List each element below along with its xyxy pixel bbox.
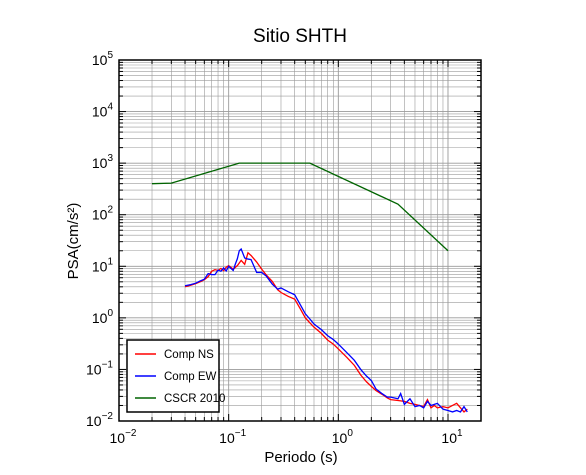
- legend-label-3: CSCR 2010: [164, 393, 225, 405]
- series-layer: [151, 162, 468, 413]
- grid-layer: [118, 60, 482, 422]
- x-tick-label: 10−2: [110, 428, 137, 446]
- x-tick-label: 10−1: [219, 428, 246, 446]
- y-tick-label: 102: [92, 205, 114, 223]
- series-line-2: [184, 247, 468, 413]
- tick-layer: 10−2 10−1 100 101 10−2 10−1 100 101 102 103 104 105: [86, 50, 482, 446]
- legend-label-2: Comp EW: [164, 371, 217, 383]
- y-tick-label: 105: [92, 50, 114, 68]
- chart-title: Sitio SHTH: [253, 26, 347, 47]
- y-tick-label: 100: [92, 308, 114, 326]
- x-tick-label: 100: [332, 428, 354, 446]
- x-axis-label: Periodo (s): [264, 449, 337, 466]
- x-tick-label: 101: [441, 428, 463, 446]
- y-tick-label: 104: [92, 102, 114, 120]
- y-tick-label: 103: [92, 153, 114, 171]
- y-tick-label: 10−1: [86, 359, 113, 377]
- series-line-1: [184, 251, 468, 413]
- y-tick-label: 101: [92, 256, 114, 274]
- legend: Comp NS Comp EW CSCR 2010: [126, 339, 225, 413]
- legend-label-1: Comp NS: [164, 349, 214, 361]
- y-axis-label: PSA(cm/s²): [65, 203, 82, 280]
- y-tick-label: 10−2: [86, 411, 113, 429]
- series-line-3: [151, 162, 449, 252]
- plot-frame: [118, 59, 482, 422]
